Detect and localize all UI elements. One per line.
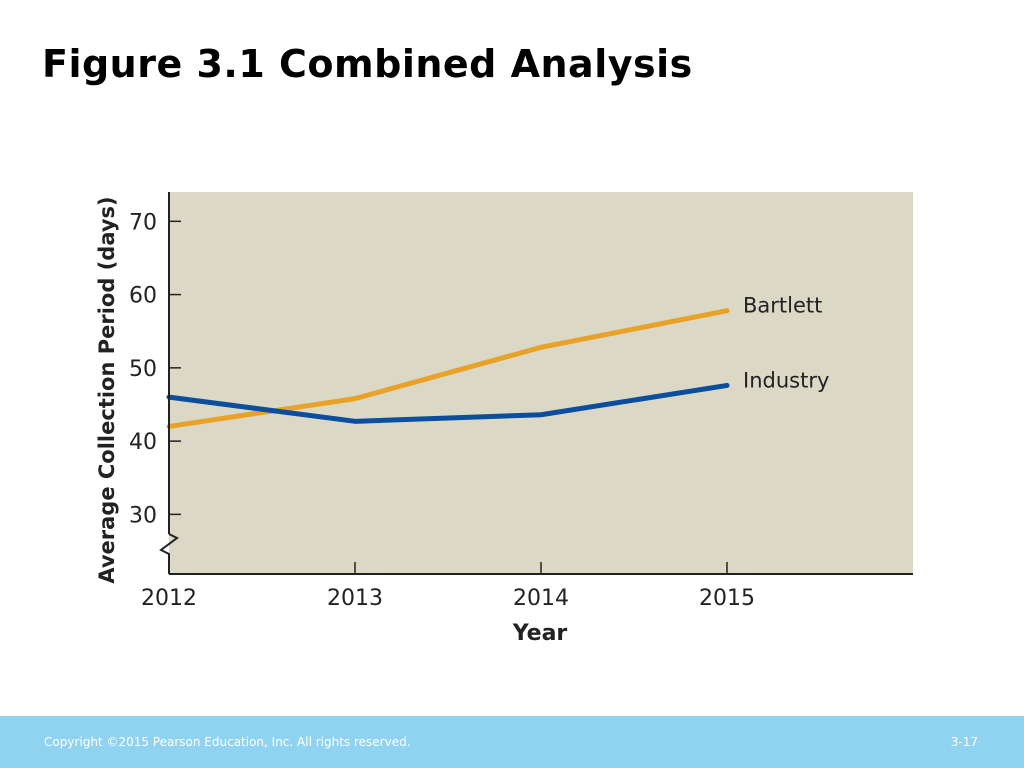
- x-axis-ticks: 2012 2013 2014 2015: [141, 562, 755, 611]
- x-tick-label: 2014: [513, 586, 569, 611]
- x-tick-label: 2015: [699, 586, 755, 611]
- series-labels: Bartlett Industry: [743, 294, 829, 393]
- line-chart: 30 40 50 60 70 2012 2013 2014 2015 Bartlett Indu…: [95, 192, 913, 646]
- series-lines: [166, 308, 730, 429]
- x-tick-label: 2012: [141, 586, 197, 611]
- y-axis-label: Average Collection Period (days): [95, 196, 119, 583]
- y-tick-label: 40: [129, 430, 157, 455]
- slide-title: Figure 3.1 Combined Analysis: [42, 42, 693, 86]
- y-tick-label: 70: [129, 210, 157, 235]
- series-label-industry: Industry: [743, 368, 829, 392]
- series-label-bartlett: Bartlett: [743, 294, 822, 318]
- series-line-industry: [166, 382, 730, 424]
- y-tick-label: 30: [129, 503, 157, 528]
- page-number: 3-17: [950, 735, 978, 749]
- y-tick-label: 50: [129, 357, 157, 382]
- x-axis-label: Year: [512, 621, 568, 646]
- copyright-text: Copyright ©2015 Pearson Education, Inc. …: [44, 735, 411, 749]
- y-axis-ticks: 30 40 50 60 70: [129, 210, 181, 528]
- series-line-bartlett: [166, 308, 730, 429]
- y-tick-label: 60: [129, 284, 157, 309]
- plot-background: [169, 192, 913, 574]
- axis-break-mark: [159, 533, 179, 574]
- slide-footer: Copyright ©2015 Pearson Education, Inc. …: [0, 716, 1024, 768]
- x-tick-label: 2013: [327, 586, 383, 611]
